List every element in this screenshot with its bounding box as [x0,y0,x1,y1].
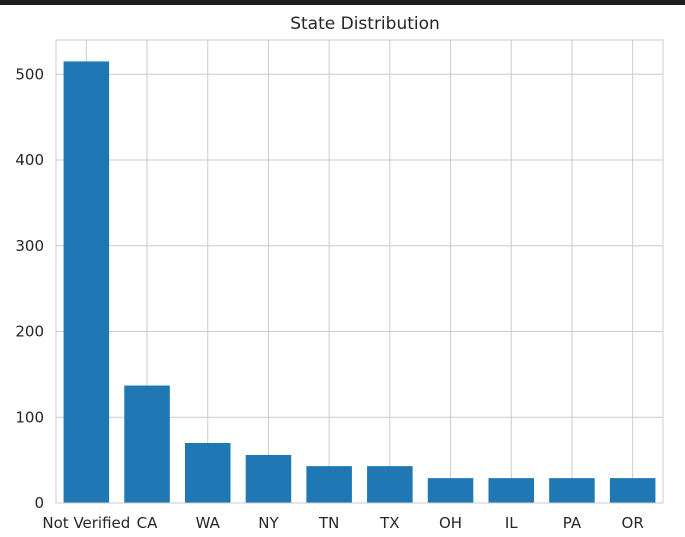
bars [63,61,656,504]
x-tick-label: IL [505,514,518,532]
x-tick-label: OH [439,514,462,532]
x-tick-label: CA [137,514,158,532]
y-axis-ticks: 0 100 200 300 400 500 [15,65,44,512]
y-tick-label: 100 [15,408,44,426]
bar-tx [367,466,413,503]
plot-frame [55,39,664,504]
bar-il [488,478,535,503]
x-tick-label: PA [563,514,582,532]
bar-ny [245,454,292,503]
bar-oh [427,478,474,503]
x-tick-label: WA [196,514,221,532]
y-tick-label: 400 [15,151,44,169]
x-axis-ticks: Not Verified CA WA NY TN TX OH IL PA OR [42,514,643,532]
y-tick-label: 300 [15,237,44,255]
bar-tn [306,466,352,503]
y-tick-label: 500 [15,65,44,83]
y-tick-label: 0 [34,494,44,512]
x-tick-label: NY [258,514,279,532]
grid-lines [56,40,663,504]
bar-wa [184,442,231,503]
window-top-bar [0,0,685,5]
y-tick-label: 200 [15,323,44,341]
x-tick-label: TX [379,514,399,532]
x-tick-label: TN [318,514,339,532]
x-tick-label: Not Verified [42,514,130,532]
bar-pa [549,478,595,503]
x-tick-label: OR [622,514,644,532]
bar-not-verified [63,61,110,504]
bar-ca [124,385,170,503]
bar-or [609,478,656,503]
chart-title: State Distribution [290,14,440,34]
